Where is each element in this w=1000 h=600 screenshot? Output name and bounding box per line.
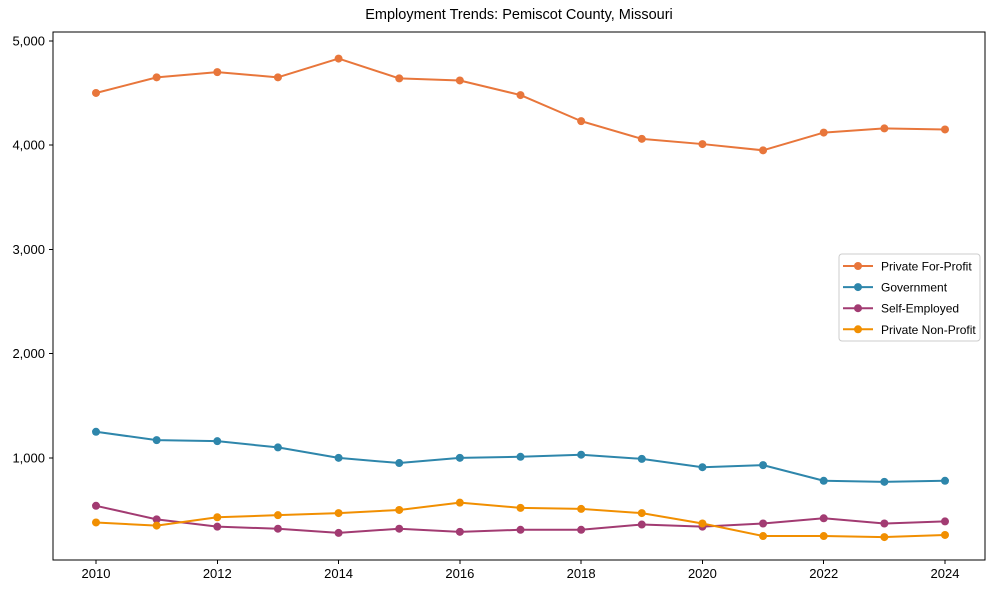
legend-marker-dot <box>854 304 862 313</box>
y-tick-label: 2,000 <box>12 346 45 361</box>
series-marker-private-non-profit <box>334 509 343 518</box>
series-marker-government <box>455 453 464 462</box>
x-tick-label: 2020 <box>688 566 717 581</box>
series-marker-self-employed <box>334 528 343 537</box>
series-marker-government <box>273 443 282 452</box>
series-marker-private-non-profit <box>941 530 949 539</box>
series-marker-private-for-profit <box>637 134 646 143</box>
series-marker-private-non-profit <box>577 504 586 513</box>
series-line-private-for-profit <box>95 57 946 152</box>
series-marker-self-employed <box>395 524 404 533</box>
x-tick-label: 2010 <box>82 566 111 581</box>
plot-border <box>52 31 986 561</box>
series-marker-self-employed <box>92 501 100 510</box>
series-marker-private-for-profit <box>152 73 161 82</box>
legend-marker-dot <box>854 325 862 334</box>
series-marker-government <box>880 477 889 486</box>
series-marker-government <box>759 461 768 470</box>
series-marker-private-non-profit <box>637 509 646 518</box>
legend-label: Private Non-Profit <box>881 323 976 337</box>
legend-label: Government <box>881 281 948 295</box>
series-marker-private-for-profit <box>213 68 222 77</box>
series-marker-private-for-profit <box>941 125 949 134</box>
series-marker-self-employed <box>941 517 949 526</box>
series-marker-private-for-profit <box>395 74 404 83</box>
series-marker-private-non-profit <box>880 533 889 542</box>
series-marker-self-employed <box>880 519 889 528</box>
legend-marker-dot <box>854 262 862 270</box>
series-marker-self-employed <box>577 525 586 534</box>
chart-title: Employment Trends: Pemiscot County, Miss… <box>365 7 673 23</box>
series-marker-private-non-profit <box>819 532 828 541</box>
series-marker-government <box>334 453 343 462</box>
series-marker-self-employed <box>455 527 464 536</box>
series-marker-self-employed <box>759 519 768 528</box>
series-marker-government <box>516 452 525 461</box>
x-tick-label: 2018 <box>567 566 596 581</box>
series-marker-private-for-profit <box>273 73 282 82</box>
series-marker-private-for-profit <box>516 91 525 100</box>
legend-marker-dot <box>854 283 862 292</box>
series-marker-government <box>395 459 404 468</box>
y-tick-label: 3,000 <box>12 242 45 257</box>
x-tick-label: 2022 <box>809 566 838 581</box>
y-tick-label: 5,000 <box>12 33 45 48</box>
series-marker-private-non-profit <box>273 511 282 520</box>
y-tick-label: 1,000 <box>12 450 45 465</box>
series-marker-private-non-profit <box>395 505 404 514</box>
series-marker-private-for-profit <box>334 54 343 63</box>
series-marker-government <box>698 463 707 472</box>
x-tick-label: 2014 <box>324 566 353 581</box>
series-marker-private-for-profit <box>819 128 828 137</box>
series-marker-government <box>577 450 586 459</box>
series-marker-private-non-profit <box>213 513 222 522</box>
series-marker-government <box>92 427 100 436</box>
x-tick-label: 2016 <box>445 566 474 581</box>
series-marker-private-for-profit <box>455 76 464 85</box>
series-marker-self-employed <box>213 522 222 531</box>
series-marker-government <box>941 476 949 485</box>
legend-box <box>838 253 981 342</box>
series-marker-government <box>152 436 161 445</box>
series-marker-private-for-profit <box>759 146 768 155</box>
series-marker-private-non-profit <box>759 532 768 541</box>
legend-label: Private For-Profit <box>881 260 972 274</box>
series-marker-private-non-profit <box>92 518 100 527</box>
series-marker-government <box>637 454 646 463</box>
x-tick-label: 2012 <box>203 566 232 581</box>
series-marker-self-employed <box>516 525 525 534</box>
legend-label: Self-Employed <box>881 302 959 316</box>
x-tick-label: 2024 <box>931 566 960 581</box>
series-marker-private-for-profit <box>577 117 586 126</box>
series-marker-private-for-profit <box>92 88 100 97</box>
series-marker-self-employed <box>273 524 282 533</box>
series-marker-private-for-profit <box>880 124 889 133</box>
series-marker-government <box>213 437 222 446</box>
series-marker-private-non-profit <box>698 519 707 528</box>
series-marker-private-non-profit <box>516 503 525 512</box>
series-marker-self-employed <box>637 520 646 529</box>
series-marker-government <box>819 476 828 485</box>
series-marker-private-non-profit <box>455 498 464 507</box>
series-marker-self-employed <box>152 515 161 524</box>
y-tick-label: 4,000 <box>12 138 45 153</box>
series-marker-private-non-profit <box>152 521 161 530</box>
series-marker-self-employed <box>819 514 828 523</box>
series-marker-private-for-profit <box>698 140 707 149</box>
